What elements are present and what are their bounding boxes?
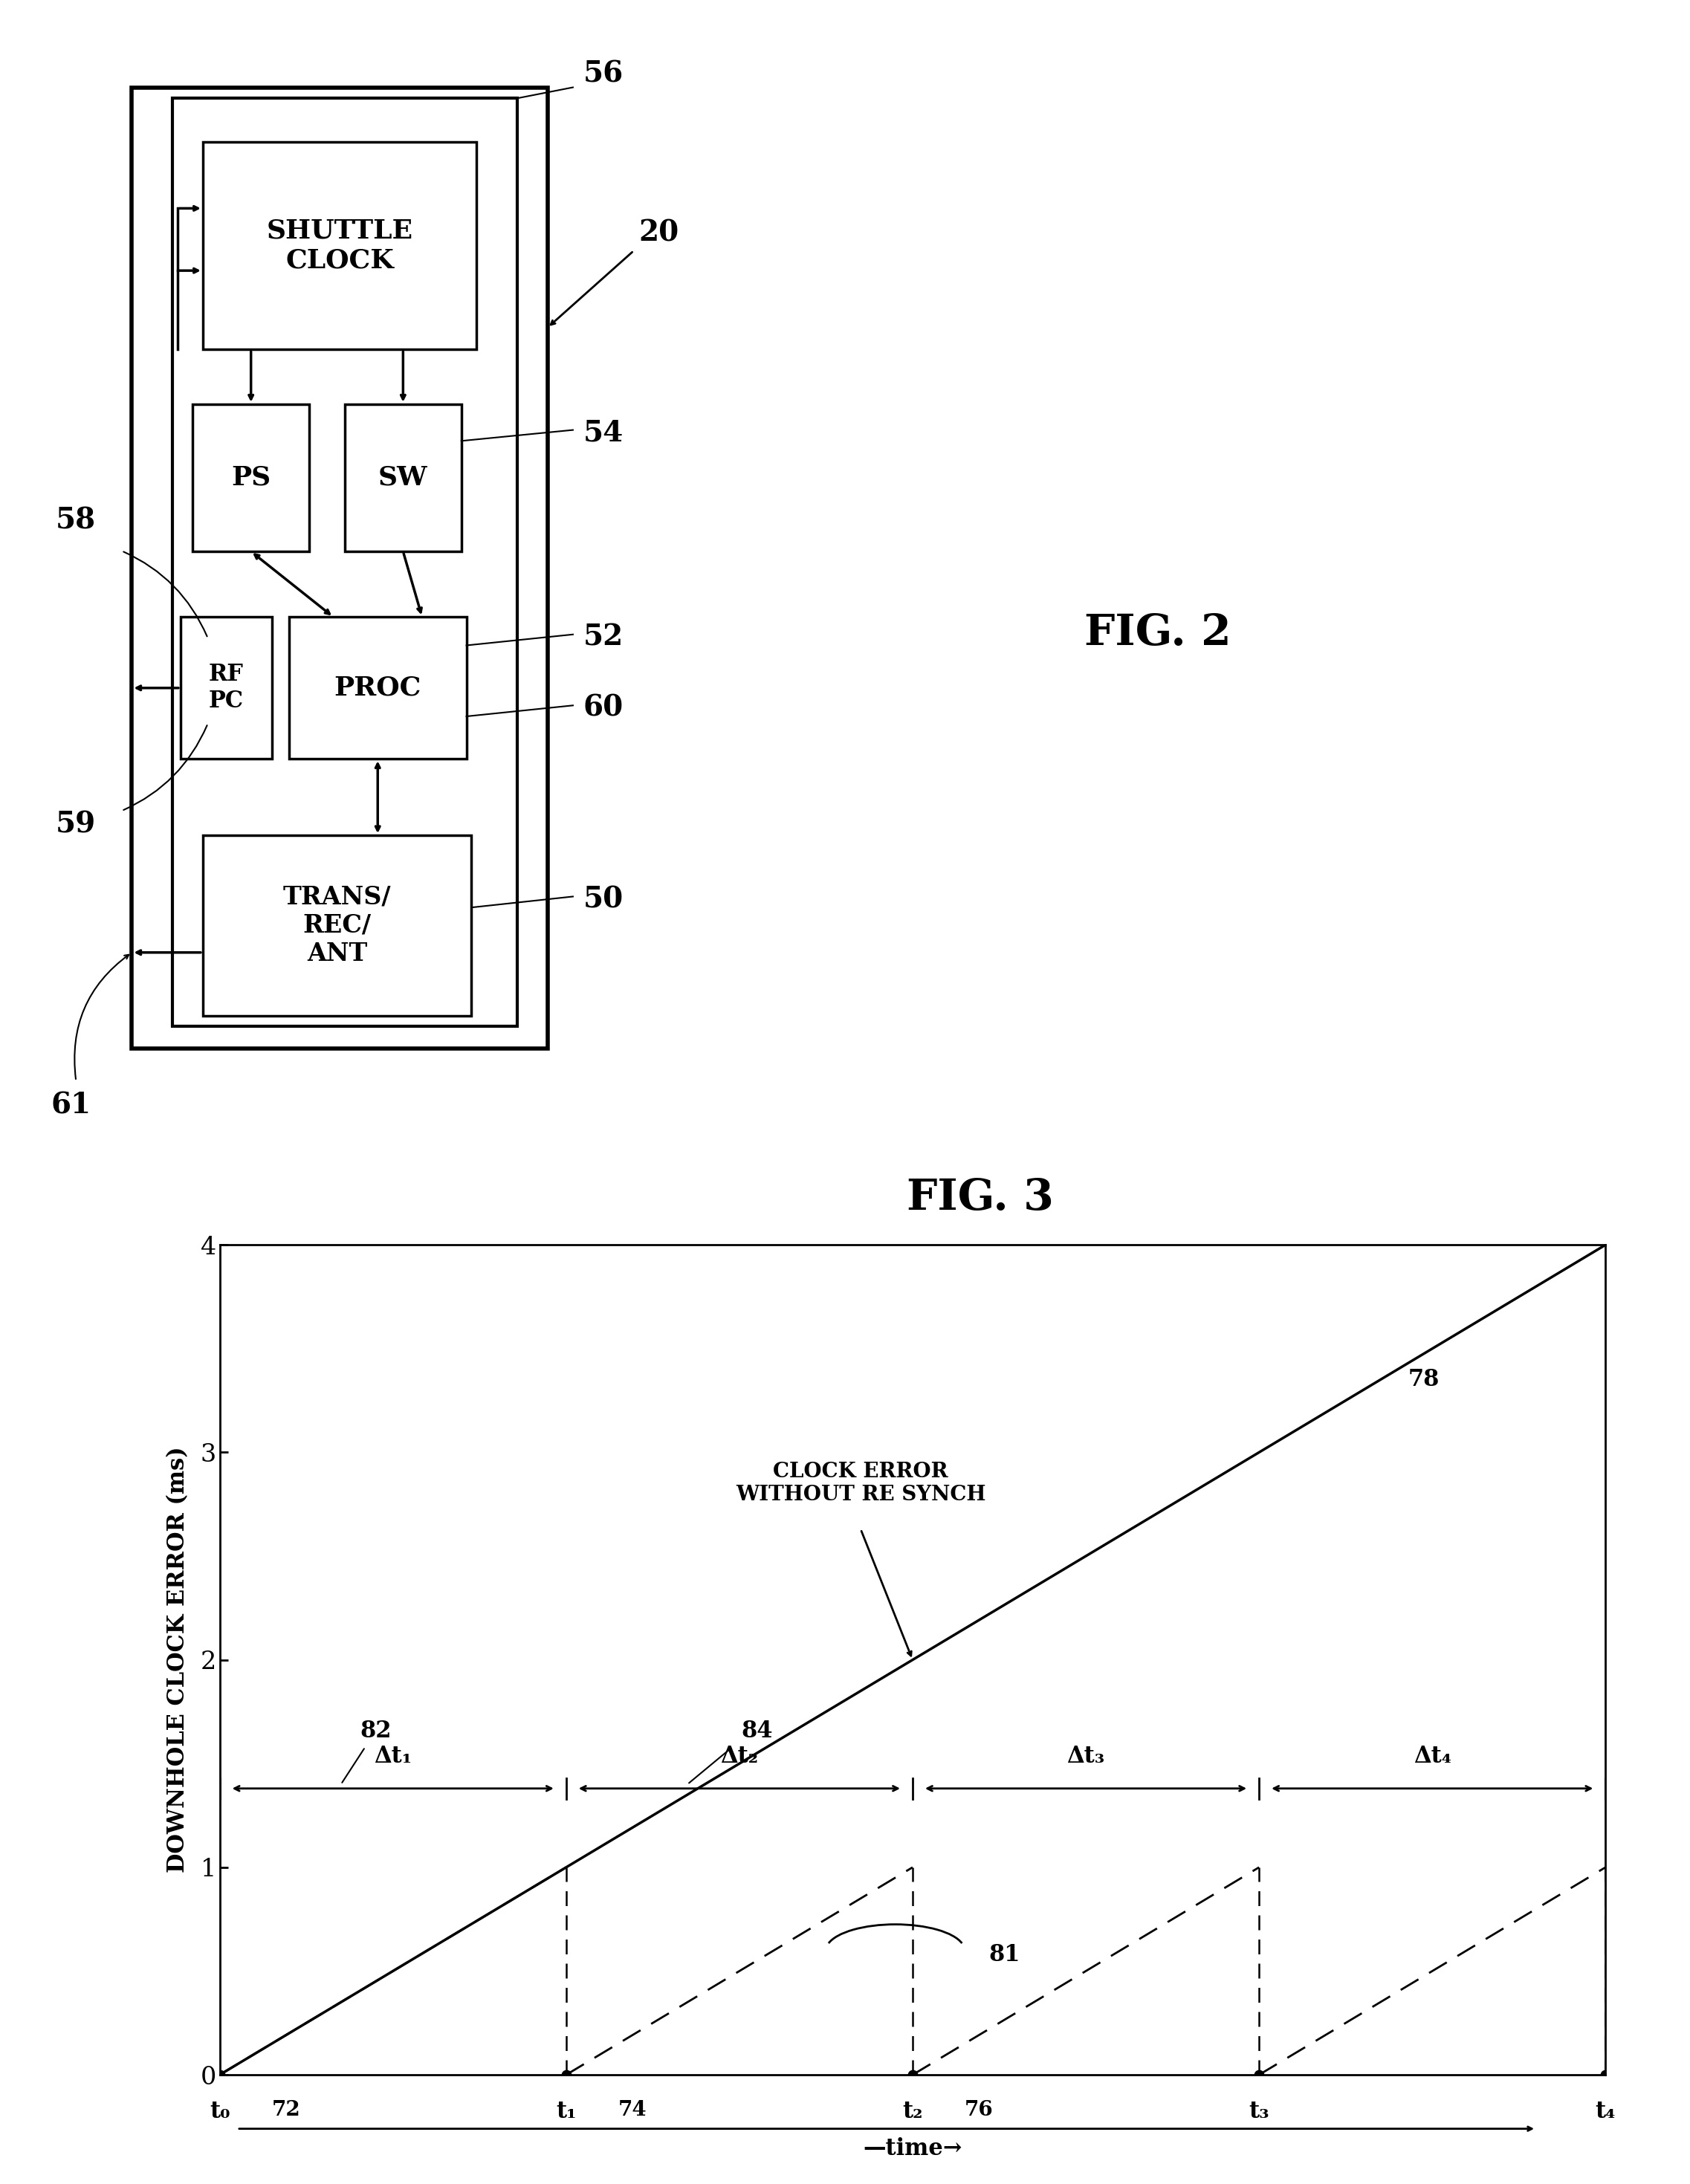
Text: TRANS/
REC/
ANT: TRANS/ REC/ ANT bbox=[282, 885, 392, 965]
Text: 61: 61 bbox=[51, 1092, 91, 1120]
Text: Δt₁: Δt₁ bbox=[373, 1745, 412, 1767]
Text: Δt₃: Δt₃ bbox=[1066, 1745, 1105, 1767]
Text: RF
PC: RF PC bbox=[208, 664, 243, 712]
Text: 60: 60 bbox=[583, 695, 624, 723]
Text: 54: 54 bbox=[583, 419, 624, 448]
Text: 82: 82 bbox=[360, 1719, 392, 1743]
Text: SHUTTLE
CLOCK: SHUTTLE CLOCK bbox=[267, 218, 412, 273]
Text: PROC: PROC bbox=[335, 675, 421, 701]
Bar bbox=[181, 616, 272, 760]
Text: 78: 78 bbox=[1408, 1367, 1440, 1391]
Text: 50: 50 bbox=[583, 885, 624, 913]
Text: 72: 72 bbox=[272, 2099, 301, 2121]
Text: Δt₂: Δt₂ bbox=[720, 1745, 759, 1767]
Bar bbox=[172, 98, 517, 1026]
Text: FIG. 3: FIG. 3 bbox=[906, 1177, 1055, 1219]
Text: —time→: —time→ bbox=[864, 2136, 962, 2160]
Text: SW: SW bbox=[379, 465, 428, 491]
Bar bbox=[203, 836, 472, 1016]
Text: 59: 59 bbox=[56, 810, 96, 839]
Text: 58: 58 bbox=[56, 507, 96, 535]
Text: t₀: t₀ bbox=[210, 2099, 230, 2123]
Text: t₄: t₄ bbox=[1595, 2099, 1616, 2123]
Text: 81: 81 bbox=[989, 1944, 1021, 1966]
Text: FIG. 2: FIG. 2 bbox=[1085, 612, 1230, 655]
Text: t₁: t₁ bbox=[556, 2099, 576, 2123]
Text: t₂: t₂ bbox=[902, 2099, 923, 2123]
Text: Δt₄: Δt₄ bbox=[1413, 1745, 1452, 1767]
Text: 56: 56 bbox=[583, 59, 624, 87]
Bar bbox=[289, 616, 466, 760]
Bar bbox=[203, 142, 477, 349]
Text: t₃: t₃ bbox=[1249, 2099, 1269, 2123]
Text: 52: 52 bbox=[583, 622, 624, 651]
Bar bbox=[345, 404, 461, 550]
Y-axis label: DOWNHOLE CLOCK ERROR (ms): DOWNHOLE CLOCK ERROR (ms) bbox=[167, 1446, 189, 1874]
Text: 74: 74 bbox=[619, 2099, 647, 2121]
Text: CLOCK ERROR
WITHOUT RE SYNCH: CLOCK ERROR WITHOUT RE SYNCH bbox=[735, 1461, 985, 1505]
Text: 76: 76 bbox=[965, 2099, 994, 2121]
Text: 20: 20 bbox=[639, 218, 679, 247]
Bar bbox=[132, 87, 548, 1048]
Bar bbox=[193, 404, 309, 550]
Text: 84: 84 bbox=[740, 1719, 772, 1743]
Text: PS: PS bbox=[232, 465, 270, 491]
